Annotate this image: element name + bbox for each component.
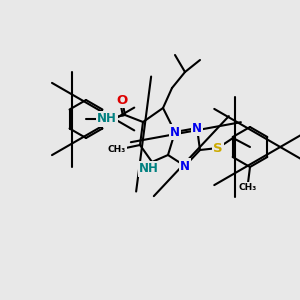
- Text: N: N: [170, 125, 180, 139]
- Text: CH₃: CH₃: [239, 184, 257, 193]
- Text: N: N: [180, 160, 190, 172]
- Text: N: N: [192, 122, 202, 134]
- Text: S: S: [213, 142, 223, 154]
- Text: CH₃: CH₃: [108, 145, 126, 154]
- Text: NH: NH: [97, 112, 117, 125]
- Text: O: O: [116, 94, 128, 106]
- Text: NH: NH: [139, 163, 159, 176]
